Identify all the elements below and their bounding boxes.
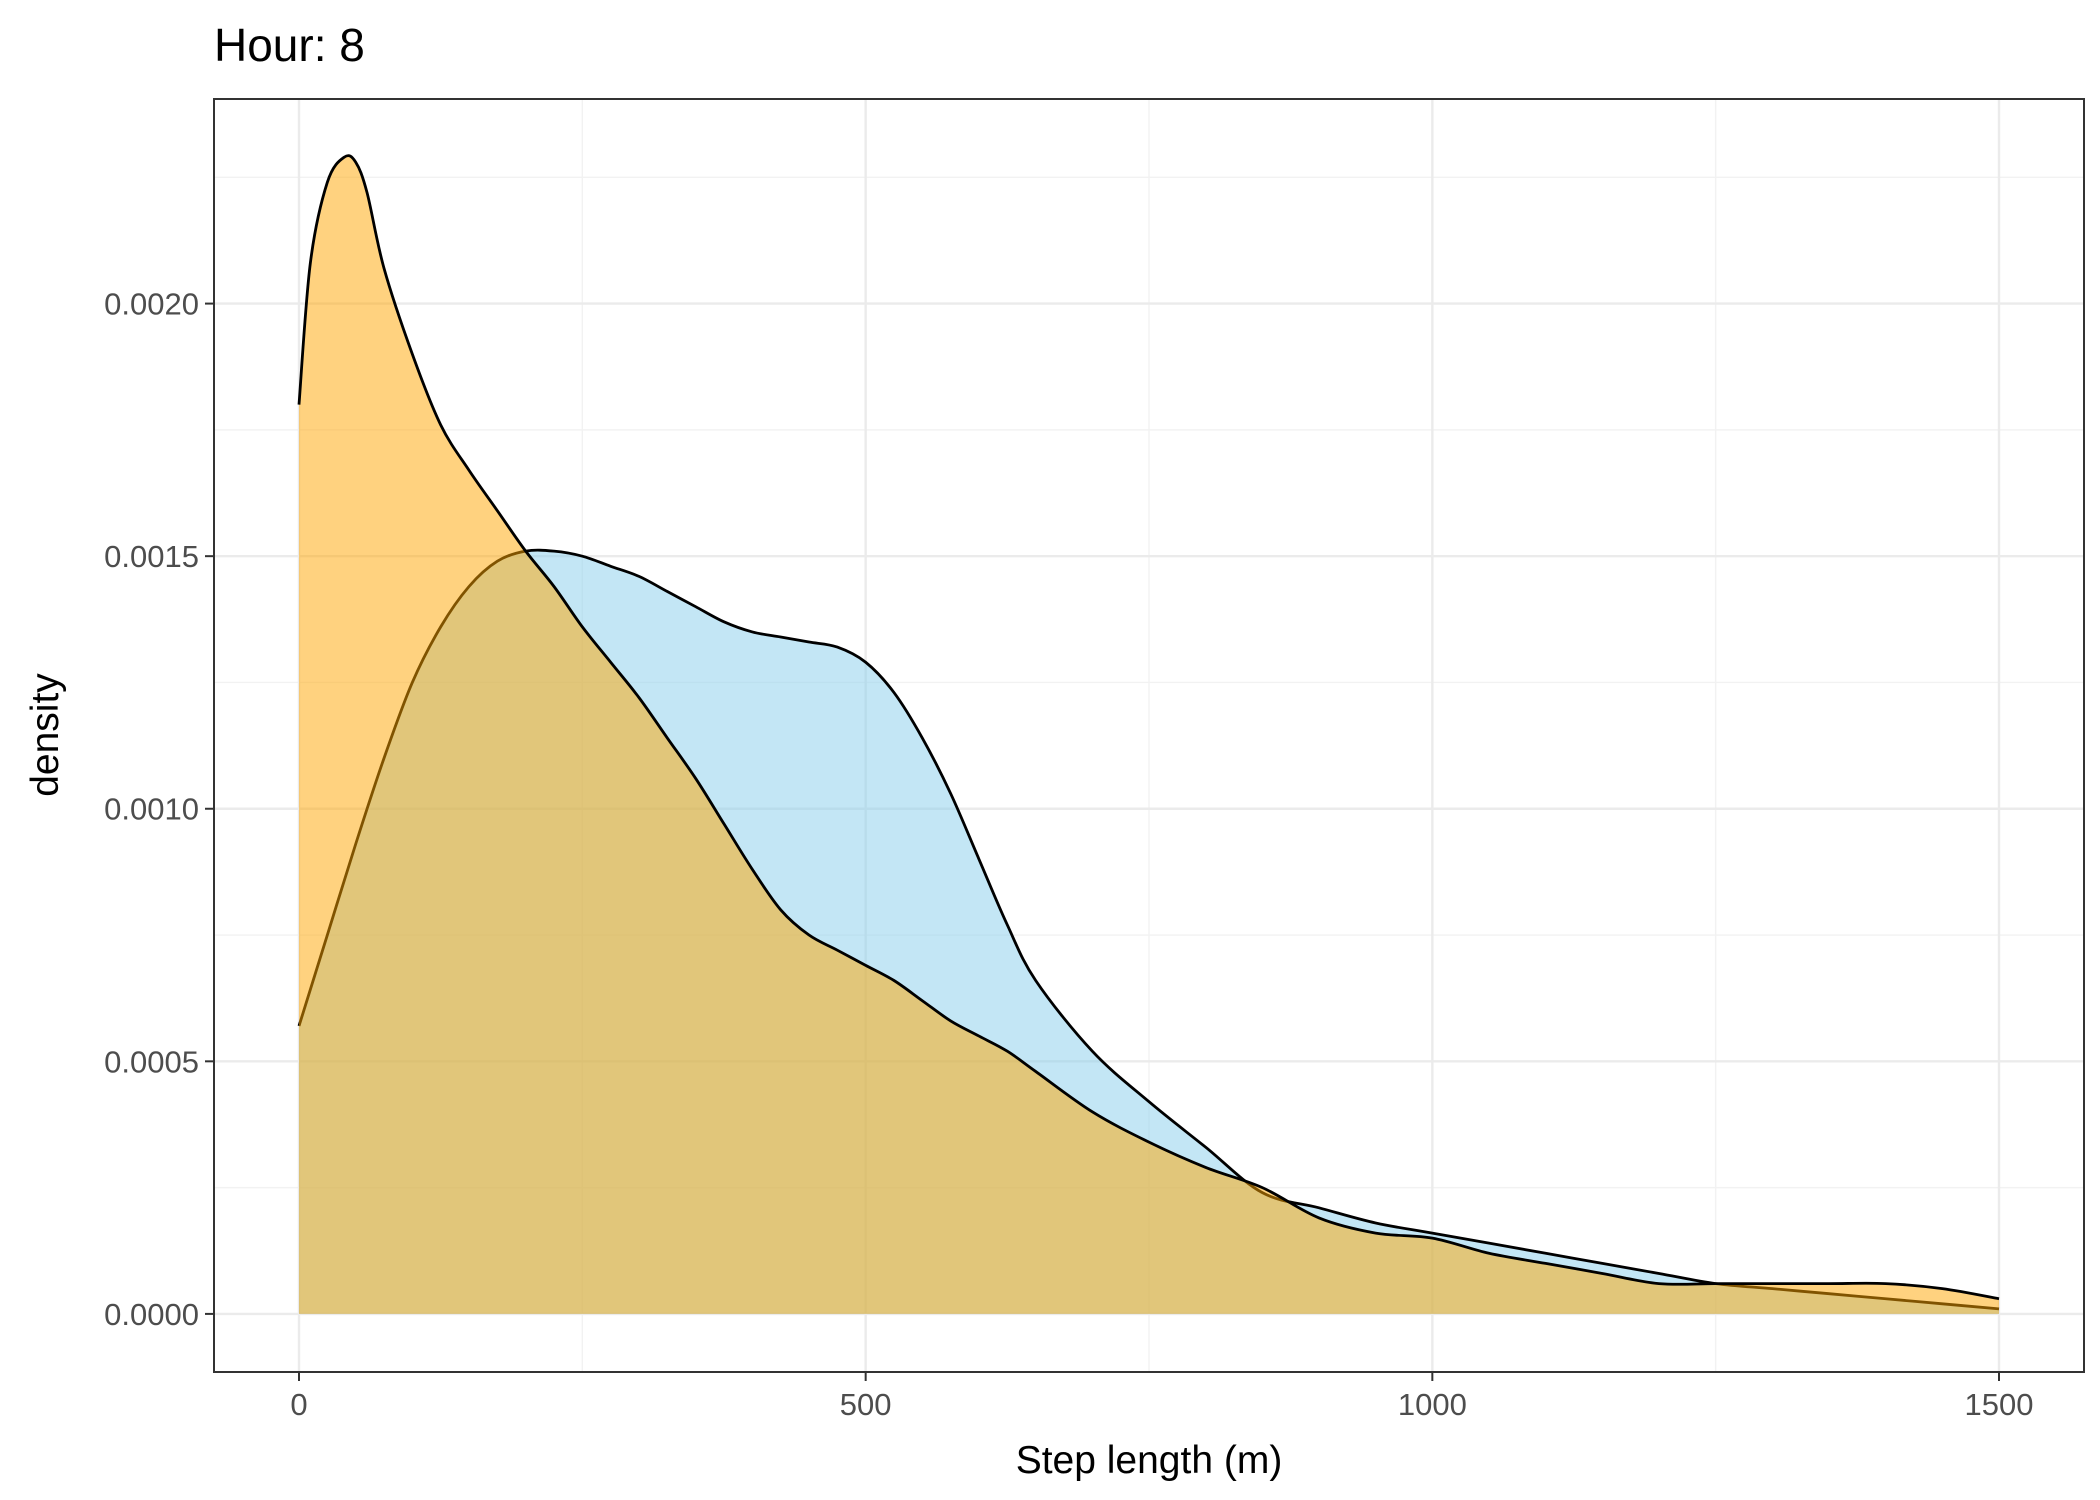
x-axis-title: Step length (m) <box>1016 1439 1283 1482</box>
y-tick-label: 0.0010 <box>104 792 199 827</box>
y-axis: 0.0000 0.0005 0.0010 0.0015 0.0020 <box>104 287 214 1332</box>
y-tick-label: 0.0005 <box>104 1044 199 1079</box>
y-tick-label: 0.0015 <box>104 539 199 574</box>
x-axis: 0 500 1000 1500 <box>290 1372 2033 1422</box>
y-tick-label: 0.0000 <box>104 1297 199 1332</box>
density-series <box>297 154 2000 1314</box>
y-tick-label: 0.0020 <box>104 287 199 322</box>
x-tick-label: 500 <box>840 1387 892 1422</box>
x-tick-label: 1500 <box>1965 1387 2034 1422</box>
x-tick-label: 0 <box>290 1387 307 1422</box>
orange-density-area <box>299 155 1999 1314</box>
panel-border <box>213 98 2085 1373</box>
y-axis-title: density <box>24 673 67 797</box>
chart-title: Hour: 8 <box>214 19 365 71</box>
orange-density-line <box>297 154 2000 1301</box>
x-tick-label: 1000 <box>1398 1387 1467 1422</box>
